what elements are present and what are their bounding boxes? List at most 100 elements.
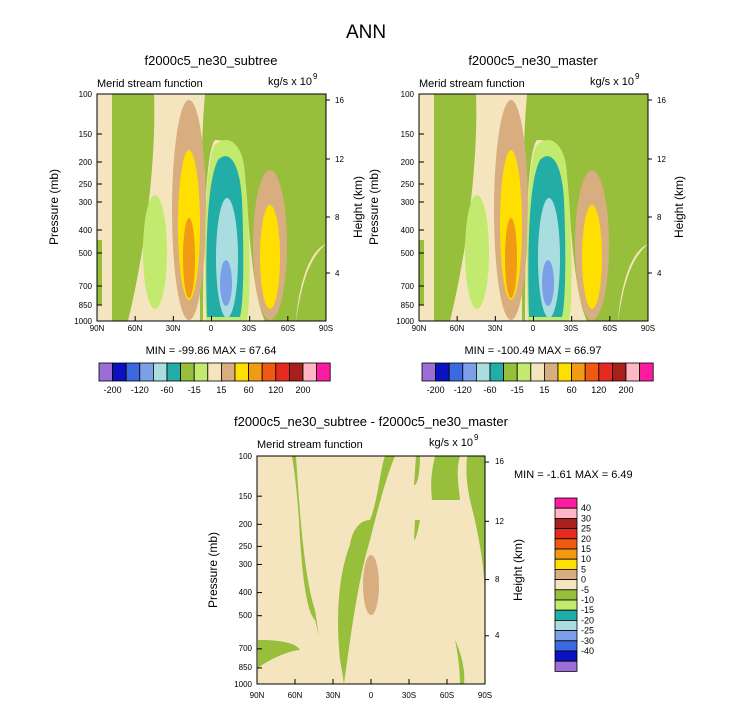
colorbar: -200 -120 -60 -15 15 60 120 200 (421, 362, 654, 395)
y-tick-label: 250 (79, 180, 93, 189)
contour-cell-neg-main-core (220, 260, 232, 306)
colorbar-swatch (152, 362, 168, 382)
right-tick-labels: 16 12 8 4 (495, 457, 504, 640)
colorbar-swatch (557, 362, 573, 382)
colorbar-swatch (462, 362, 477, 382)
colorbar-swatch (125, 362, 141, 382)
panel-title: f2000c5_ne30_subtree (144, 53, 277, 68)
height-tick-label: 12 (657, 155, 666, 164)
colorbar-swatch (503, 362, 518, 382)
x-tick-label: 90N (90, 324, 105, 333)
contour-region-pos-center (296, 456, 385, 684)
field-label: Merid stream function (257, 439, 363, 451)
colorbar-swatch (554, 660, 578, 672)
y-tick-label: 400 (401, 226, 415, 235)
x-tick-label: 90N (250, 691, 265, 700)
contour-cell-neg-north (465, 195, 489, 309)
y-tick-label: 200 (239, 520, 253, 529)
contour-cell-pos-south-core (260, 205, 280, 309)
contour-streak (414, 456, 420, 485)
x-tick-label: 90S (478, 691, 492, 700)
colorbar-label: -20 (581, 615, 594, 625)
panel-subtree: f2000c5_ne30_subtree Merid stream functi… (47, 53, 365, 395)
colorbar-label: 0 (581, 575, 586, 585)
contour-band-neg-edge (618, 244, 648, 321)
y-tick-label: 400 (79, 226, 93, 235)
y-tick-label: 500 (79, 249, 93, 258)
colorbar-label: -25 (581, 626, 594, 636)
colorbar-label: 200 (295, 385, 310, 395)
y-axis-label: Pressure (mb) (206, 532, 220, 608)
colorbar-label: 120 (268, 385, 283, 395)
colorbar-swatch (625, 362, 641, 382)
colorbar-label: 5 (581, 564, 586, 574)
x-tick-label: 60N (450, 324, 465, 333)
colorbar-label: 25 (581, 524, 591, 534)
y-tick-labels: 100 150 200 250 300 400 500 700 850 1000 (396, 90, 414, 326)
colorbar-swatch (544, 362, 559, 382)
colorbar-swatch (180, 362, 195, 382)
y-tick-labels: 100 150 200 250 300 400 500 700 850 1000 (74, 90, 92, 326)
colorbar-swatch (554, 558, 578, 570)
tick-marks (418, 93, 652, 322)
height-tick-label: 12 (495, 517, 504, 526)
x-tick-label: 0 (369, 691, 374, 700)
colorbar-swatch (166, 362, 182, 382)
x-tick-label: 60S (603, 324, 617, 333)
colorbar-swatch (554, 569, 578, 581)
x-tick-label: 60S (440, 691, 454, 700)
panel-title: f2000c5_ne30_master (468, 53, 598, 68)
colorbar-label: -40 (581, 646, 594, 656)
colorbar-swatch (275, 362, 290, 382)
colorbar-label: 15 (539, 385, 549, 395)
colorbar-swatch (554, 507, 578, 519)
y-tick-label: 300 (401, 198, 415, 207)
colorbar-swatch (598, 362, 613, 382)
field-label: Merid stream function (97, 78, 203, 90)
colorbar-label: -200 (104, 385, 122, 395)
y-axis-label: Pressure (mb) (47, 169, 61, 245)
colorbar-swatch (554, 538, 578, 550)
colorbar-swatch (554, 620, 578, 632)
y-tick-label: 850 (401, 301, 415, 310)
colorbar-swatch (571, 362, 586, 382)
contour-band-neg-north (112, 94, 155, 321)
contour-region-pos-south (344, 456, 485, 684)
colorbar-swatch (639, 362, 654, 382)
colorbar-swatch (98, 362, 114, 382)
colorbar-label: 30 (581, 513, 591, 523)
colorbar-label: -30 (581, 636, 594, 646)
colorbar: -200 -120 -60 -15 15 60 120 200 (98, 362, 331, 395)
colorbar-label: 200 (618, 385, 633, 395)
colorbar-label: 15 (216, 385, 226, 395)
field-label: Merid stream function (419, 78, 525, 90)
colorbar-label: -60 (483, 385, 496, 395)
x-tick-label: 30S (564, 324, 578, 333)
colorbar-swatch (234, 362, 250, 382)
colorbar-label: -15 (511, 385, 524, 395)
colorbar-swatch (554, 497, 578, 509)
height-tick-label: 8 (335, 213, 340, 222)
contour-edge-neg (473, 456, 485, 560)
colorbar-swatch (207, 362, 222, 382)
colorbar-swatch (261, 362, 277, 382)
contour-edge-neg (419, 240, 424, 305)
units-exponent: 9 (313, 72, 318, 81)
contour-streak (414, 520, 420, 540)
height-tick-label: 16 (657, 96, 666, 105)
contour-field (97, 94, 326, 321)
colorbar-label: 60 (567, 385, 577, 395)
y-tick-label: 1000 (74, 317, 92, 326)
y-tick-label: 250 (401, 180, 415, 189)
y-tick-label: 300 (239, 560, 253, 569)
y-tick-label: 1000 (396, 317, 414, 326)
y-tick-label: 150 (401, 130, 415, 139)
colorbar-label: 60 (244, 385, 254, 395)
colorbar-label: -10 (581, 595, 594, 605)
y-tick-label: 100 (239, 452, 253, 461)
contour-cell-neg-main-core (542, 260, 554, 306)
colorbar-label: 15 (581, 544, 591, 554)
x-tick-label: 0 (209, 324, 214, 333)
x-tick-label: 30S (402, 691, 416, 700)
